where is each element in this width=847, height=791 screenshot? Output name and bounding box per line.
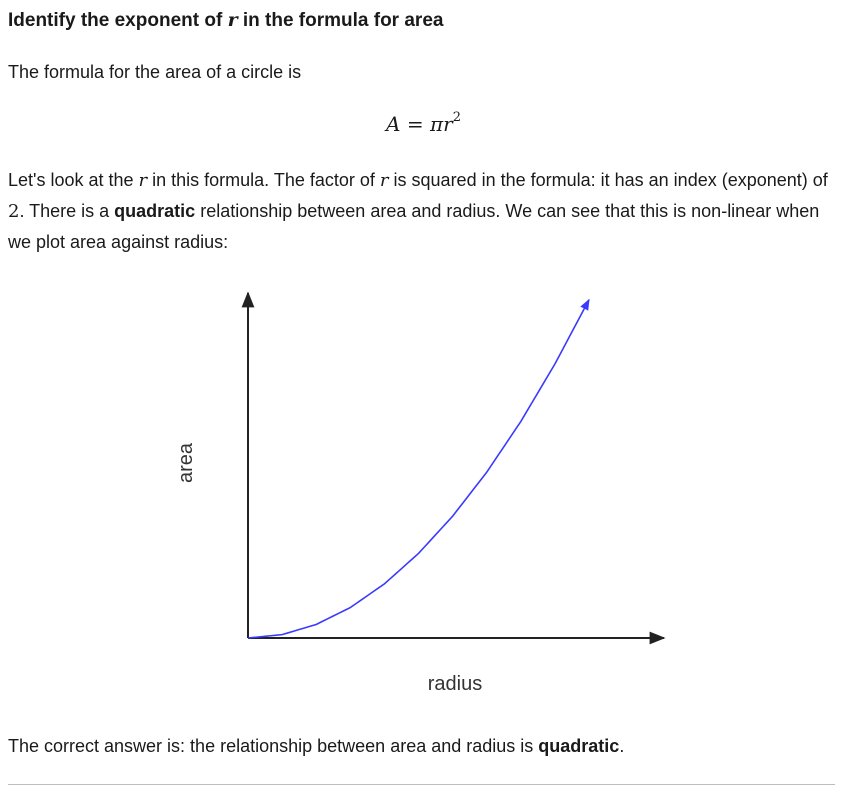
area-radius-chart: radius area bbox=[175, 291, 666, 695]
formula-pi: π bbox=[429, 112, 444, 136]
chart-axes bbox=[241, 291, 666, 645]
conclusion-bold-quadratic: quadratic bbox=[538, 736, 620, 756]
formula-variable: r bbox=[443, 112, 453, 136]
title-prefix: Identify the exponent of bbox=[8, 10, 228, 31]
area-curve-line-0 bbox=[247, 298, 590, 639]
explanation-exponent: 2 bbox=[8, 201, 20, 222]
explanation-part1: Let's look at the bbox=[8, 170, 139, 190]
formula-exponent: 2 bbox=[452, 110, 461, 126]
intro-text: The formula for the area of a circle is bbox=[8, 62, 302, 82]
formula-lhs: A bbox=[386, 112, 401, 136]
y-axis-label: area bbox=[175, 442, 197, 483]
title-variable: r bbox=[227, 9, 238, 31]
explanation-text: Let's look at the r in this formula. The… bbox=[8, 165, 833, 257]
conclusion-text: The correct answer is: the relationship … bbox=[8, 731, 624, 761]
explanation-part3: is squared in the formula: it has an ind… bbox=[388, 170, 828, 190]
title-suffix: in the formula for area bbox=[237, 10, 444, 31]
formula-equals: = bbox=[400, 112, 430, 136]
x-axis-label: radius bbox=[428, 673, 482, 695]
conclusion-body: The correct answer is: the relationship … bbox=[8, 736, 539, 756]
area-formula: A = πr2 bbox=[0, 110, 847, 136]
explanation-var2: r bbox=[379, 170, 389, 191]
explanation-bold-quadratic: quadratic bbox=[114, 201, 196, 221]
section-divider bbox=[8, 784, 835, 785]
explanation-part4: . There is a bbox=[19, 201, 115, 221]
chart-series bbox=[247, 298, 590, 639]
conclusion-end: . bbox=[619, 736, 625, 756]
explanation-var1: r bbox=[138, 170, 148, 191]
question-title: Identify the exponent of r in the formul… bbox=[8, 9, 443, 32]
explanation-part2: in this formula. The factor of bbox=[147, 170, 380, 190]
explanation-part5: relationship between area and radius. We… bbox=[8, 201, 820, 252]
